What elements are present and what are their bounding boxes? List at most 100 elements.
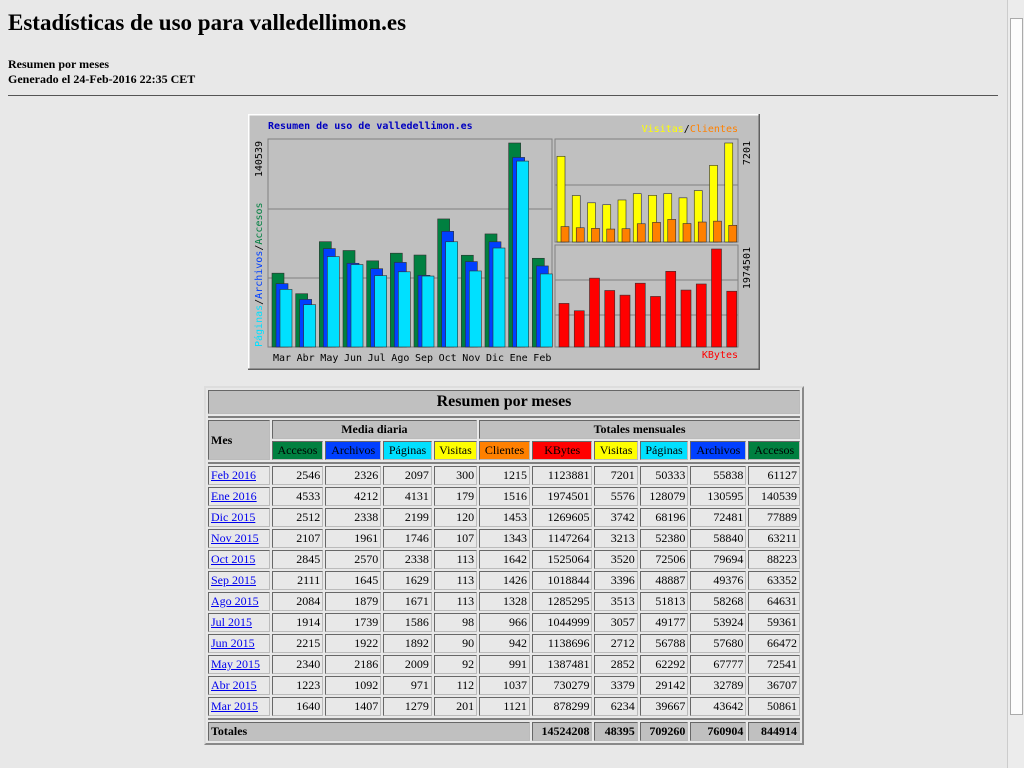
- value-cell: 1525064: [531, 550, 593, 569]
- month-link[interactable]: Ene 2016: [211, 489, 257, 503]
- value-cell: 50333: [639, 466, 689, 485]
- value-cell: 1961: [325, 529, 382, 548]
- value-cell: 300: [433, 466, 478, 485]
- value-cell: 2338: [383, 550, 432, 569]
- graph-title: Resumen de uso de valledellimon.es: [268, 120, 473, 132]
- month-link[interactable]: Sep 2015: [211, 573, 256, 587]
- value-cell: 966: [479, 613, 530, 632]
- value-cell: 1879: [325, 592, 382, 611]
- table-row: Jun 2015 2215 1922 1892 90 942 1138696 2712 5678…: [208, 634, 800, 653]
- value-cell: 1974501: [531, 487, 593, 506]
- month-link[interactable]: Dic 2015: [211, 510, 256, 524]
- month-link[interactable]: Mar 2015: [211, 699, 258, 713]
- column-header: Clientes: [479, 441, 530, 460]
- value-cell: 1044999: [531, 613, 593, 632]
- value-cell: 62292: [639, 655, 689, 674]
- value-cell: 39667: [639, 697, 689, 716]
- value-cell: 140539: [748, 487, 800, 506]
- bar: [695, 283, 707, 348]
- value-cell: 1645: [325, 571, 382, 590]
- separator-row: [208, 718, 800, 720]
- value-cell: 7201: [594, 466, 638, 485]
- value-cell: 2084: [271, 592, 324, 611]
- table-row: Ago 2015 2084 1879 1671 113 1328 1285295 3513 51…: [208, 592, 800, 611]
- column-header: Visitas: [433, 441, 478, 460]
- value-cell: 2340: [271, 655, 324, 674]
- value-cell: 55838: [690, 466, 747, 485]
- month-link[interactable]: Jun 2015: [211, 636, 255, 650]
- bar: [469, 270, 482, 348]
- legend: Visitas/Clientes: [642, 124, 738, 135]
- value-cell: 1739: [325, 613, 382, 632]
- value-cell: 1037: [479, 676, 530, 695]
- table-row: May 2015 2340 2186 2009 92 991 1387481 2852 6229…: [208, 655, 800, 674]
- bar: [573, 310, 585, 348]
- bar: [604, 290, 616, 348]
- month-cell: Jul 2015: [208, 613, 270, 632]
- value-cell: 112: [433, 676, 478, 695]
- table-row: Mar 2015 1640 1407 1279 201 1121 878299 6234 396…: [208, 697, 800, 716]
- value-cell: 128079: [639, 487, 689, 506]
- value-cell: 730279: [531, 676, 593, 695]
- bar: [327, 256, 340, 348]
- x-tick-label: Ago: [391, 353, 409, 364]
- value-cell: 53924: [690, 613, 747, 632]
- bar: [350, 264, 364, 348]
- scroll-thumb[interactable]: [1010, 18, 1023, 715]
- month-link[interactable]: Ago 2015: [211, 594, 259, 608]
- month-cell: Ago 2015: [208, 592, 270, 611]
- bar: [560, 226, 570, 243]
- value-cell: 3520: [594, 550, 638, 569]
- column-header: Accesos: [271, 441, 324, 460]
- value-cell: 113: [433, 550, 478, 569]
- scrollbar[interactable]: [1007, 0, 1024, 768]
- value-cell: 1629: [383, 571, 432, 590]
- bar: [492, 247, 506, 348]
- month-link[interactable]: Feb 2016: [211, 468, 256, 482]
- value-cell: 36707: [748, 676, 800, 695]
- bar: [374, 275, 387, 348]
- value-cell: 179: [433, 487, 478, 506]
- month-link[interactable]: Jul 2015: [211, 615, 253, 629]
- month-cell: Ene 2016: [208, 487, 270, 506]
- x-tick-label: Jul: [368, 353, 386, 364]
- table-row: Dic 2015 2512 2338 2199 120 1453 1269605 3742 68…: [208, 508, 800, 527]
- value-cell: 3057: [594, 613, 638, 632]
- value-cell: 1922: [325, 634, 382, 653]
- legend: KBytes: [702, 350, 738, 361]
- group-header: Totales mensuales: [479, 420, 800, 439]
- month-link[interactable]: May 2015: [211, 657, 260, 671]
- bar: [697, 221, 707, 243]
- value-cell: 32789: [690, 676, 747, 695]
- month-link[interactable]: Nov 2015: [211, 531, 259, 545]
- column-header: Archivos: [690, 441, 747, 460]
- value-cell: 92: [433, 655, 478, 674]
- value-cell: 88223: [748, 550, 800, 569]
- value-cell: 51813: [639, 592, 689, 611]
- month-link[interactable]: Abr 2015: [211, 678, 257, 692]
- bar: [279, 289, 293, 348]
- value-cell: 90: [433, 634, 478, 653]
- value-cell: 29142: [639, 676, 689, 695]
- value-cell: 2097: [383, 466, 432, 485]
- bar: [667, 219, 677, 243]
- generated-date: Generado el 24-Feb-2016 22:35 CET: [8, 72, 196, 86]
- value-cell: 1269605: [531, 508, 593, 527]
- value-cell: 130595: [690, 487, 747, 506]
- separator: [208, 462, 800, 464]
- value-cell: 1123881: [531, 466, 593, 485]
- month-link[interactable]: Oct 2015: [211, 552, 256, 566]
- value-cell: 942: [479, 634, 530, 653]
- value-cell: 1285295: [531, 592, 593, 611]
- value-cell: 1223: [271, 676, 324, 695]
- value-cell: 2186: [325, 655, 382, 674]
- value-cell: 1387481: [531, 655, 593, 674]
- value-cell: 50861: [748, 697, 800, 716]
- axis-max-label: 140539: [254, 141, 265, 177]
- bar: [665, 271, 677, 348]
- month-cell: Jun 2015: [208, 634, 270, 653]
- bar: [726, 290, 738, 348]
- month-cell: Oct 2015: [208, 550, 270, 569]
- x-tick-label: Feb: [533, 353, 551, 364]
- value-cell: 1138696: [531, 634, 593, 653]
